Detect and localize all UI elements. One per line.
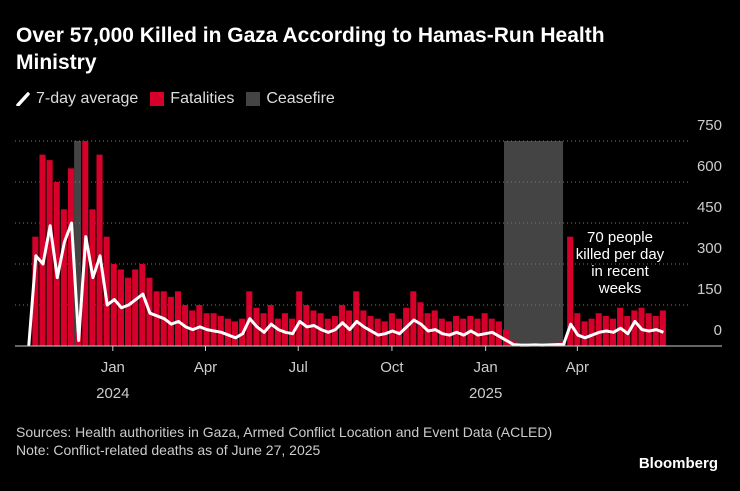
bar xyxy=(353,291,360,346)
bar xyxy=(32,236,39,346)
x-year-label: 2024 xyxy=(96,385,129,402)
x-tick-label: Apr xyxy=(194,359,217,376)
bar xyxy=(60,209,67,346)
bar xyxy=(567,236,574,346)
bar xyxy=(139,264,146,346)
bar xyxy=(574,313,581,346)
y-tick-label: 150 xyxy=(697,281,722,298)
x-tick-label: Oct xyxy=(380,359,404,376)
bar xyxy=(96,154,103,346)
ceasefire-band xyxy=(503,141,564,346)
annotation: weeks xyxy=(598,280,642,297)
legend-label: Ceasefire xyxy=(266,90,335,107)
line xyxy=(27,221,664,347)
annotation: in recent xyxy=(591,263,649,280)
bar xyxy=(460,318,467,346)
bar xyxy=(595,313,602,346)
bar xyxy=(67,168,75,346)
bar xyxy=(296,291,303,346)
legend-swatch xyxy=(150,92,165,106)
x-tick-label: Apr xyxy=(566,359,589,376)
bar xyxy=(502,329,510,346)
bar xyxy=(174,291,182,346)
x-tick-label: Jul xyxy=(289,359,308,376)
legend-item: Ceasefire xyxy=(246,90,335,108)
brand: Bloomberg xyxy=(638,455,718,472)
bar xyxy=(374,318,381,346)
legend-label: Fatalities xyxy=(170,90,235,107)
y-tick-label: 750 xyxy=(697,117,722,134)
legend-item: 7-day average xyxy=(16,90,138,108)
bar xyxy=(39,154,46,346)
y-tick-label: 600 xyxy=(697,158,722,175)
legend-swatch xyxy=(246,92,261,106)
bar xyxy=(125,277,132,346)
bar xyxy=(281,313,288,346)
legend-line xyxy=(16,92,30,106)
x-year-label: 2025 xyxy=(469,385,502,402)
x-tick-label: Jan xyxy=(474,359,498,376)
y-tick-label: 450 xyxy=(697,199,722,216)
x-tick-label: Jan xyxy=(101,359,125,376)
legend-swatch xyxy=(16,92,30,106)
bar xyxy=(231,321,239,346)
annotation: 70 people xyxy=(587,229,653,246)
note-text: Note: Conflict-related deaths as of June… xyxy=(16,442,321,458)
bar xyxy=(153,291,160,346)
sources-text: Sources: Health authorities in Gaza, Arm… xyxy=(16,424,553,440)
bar xyxy=(132,269,139,346)
legend-item: Fatalities xyxy=(150,90,234,108)
ceasefire-band xyxy=(74,141,82,346)
bar xyxy=(631,310,638,346)
bar xyxy=(495,321,502,346)
bar xyxy=(338,305,346,346)
annotation: killed per day xyxy=(576,246,665,263)
bar xyxy=(481,313,488,346)
bar xyxy=(167,296,174,346)
bar xyxy=(659,310,666,346)
legend-label: 7-day average xyxy=(36,90,139,107)
bar xyxy=(260,313,267,346)
bar xyxy=(110,264,117,346)
legend: 7-day average Fatalities Ceasefire xyxy=(16,90,335,108)
bar xyxy=(274,318,281,346)
bar xyxy=(588,318,595,346)
sources: Sources: Health authorities in Gaza, Arm… xyxy=(16,423,561,459)
bar xyxy=(581,321,588,346)
chart-title: Over 57,000 Killed in Gaza According to … xyxy=(16,24,605,74)
bar xyxy=(474,318,481,346)
bar xyxy=(624,315,631,346)
bar xyxy=(46,160,53,346)
y-tick-label: 300 xyxy=(697,240,722,257)
bar xyxy=(224,318,231,346)
bar xyxy=(310,310,317,346)
y-tick-label: 0 xyxy=(714,322,722,339)
